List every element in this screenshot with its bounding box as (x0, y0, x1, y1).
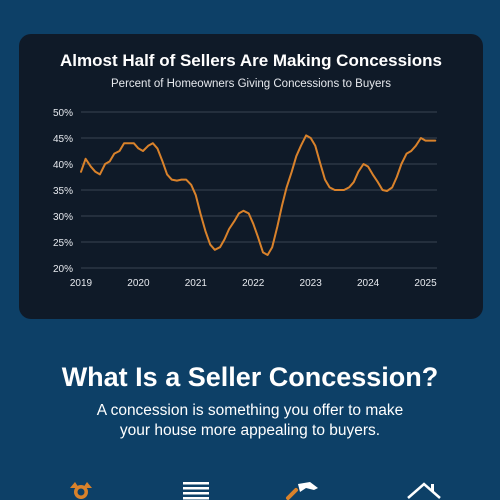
x-tick-label: 2019 (70, 278, 93, 289)
y-tick-label: 20% (53, 264, 73, 275)
x-tick-label: 2021 (185, 278, 208, 289)
x-tick-label: 2022 (242, 278, 265, 289)
hammer-icon (286, 482, 318, 500)
house-icon (407, 482, 441, 499)
section-body-line-2: your house more appealing to buyers. (119, 422, 381, 439)
y-tick-label: 25% (53, 238, 73, 249)
section-title: What Is a Seller Concession? (61, 362, 439, 392)
chart-card: Almost Half of Sellers Are Making Conces… (19, 34, 483, 319)
x-tick-label: 2020 (127, 278, 150, 289)
chart-title: Almost Half of Sellers Are Making Conces… (60, 51, 442, 70)
section-body-line-1: A concession is something you offer to m… (96, 402, 404, 419)
y-tick-label: 45% (53, 134, 73, 145)
series-line (80, 134, 437, 256)
x-tick-label: 2025 (414, 278, 437, 289)
y-tick-label: 40% (53, 160, 73, 171)
line-chart: 20% 25% 30% 35% 40% 45% 50% 2019 2020 2021 2022 202… (53, 108, 437, 289)
section-body: A concession is something you offer to m… (60, 401, 440, 441)
award-icon (70, 482, 92, 499)
y-tick-label: 50% (53, 108, 73, 119)
x-tick-label: 2023 (300, 278, 323, 289)
y-tick-label: 35% (53, 186, 73, 197)
x-tick-label: 2024 (357, 278, 380, 289)
y-tick-label: 30% (53, 212, 73, 223)
list-icon (183, 482, 209, 500)
chart-subtitle: Percent of Homeowners Giving Concessions… (111, 78, 391, 90)
